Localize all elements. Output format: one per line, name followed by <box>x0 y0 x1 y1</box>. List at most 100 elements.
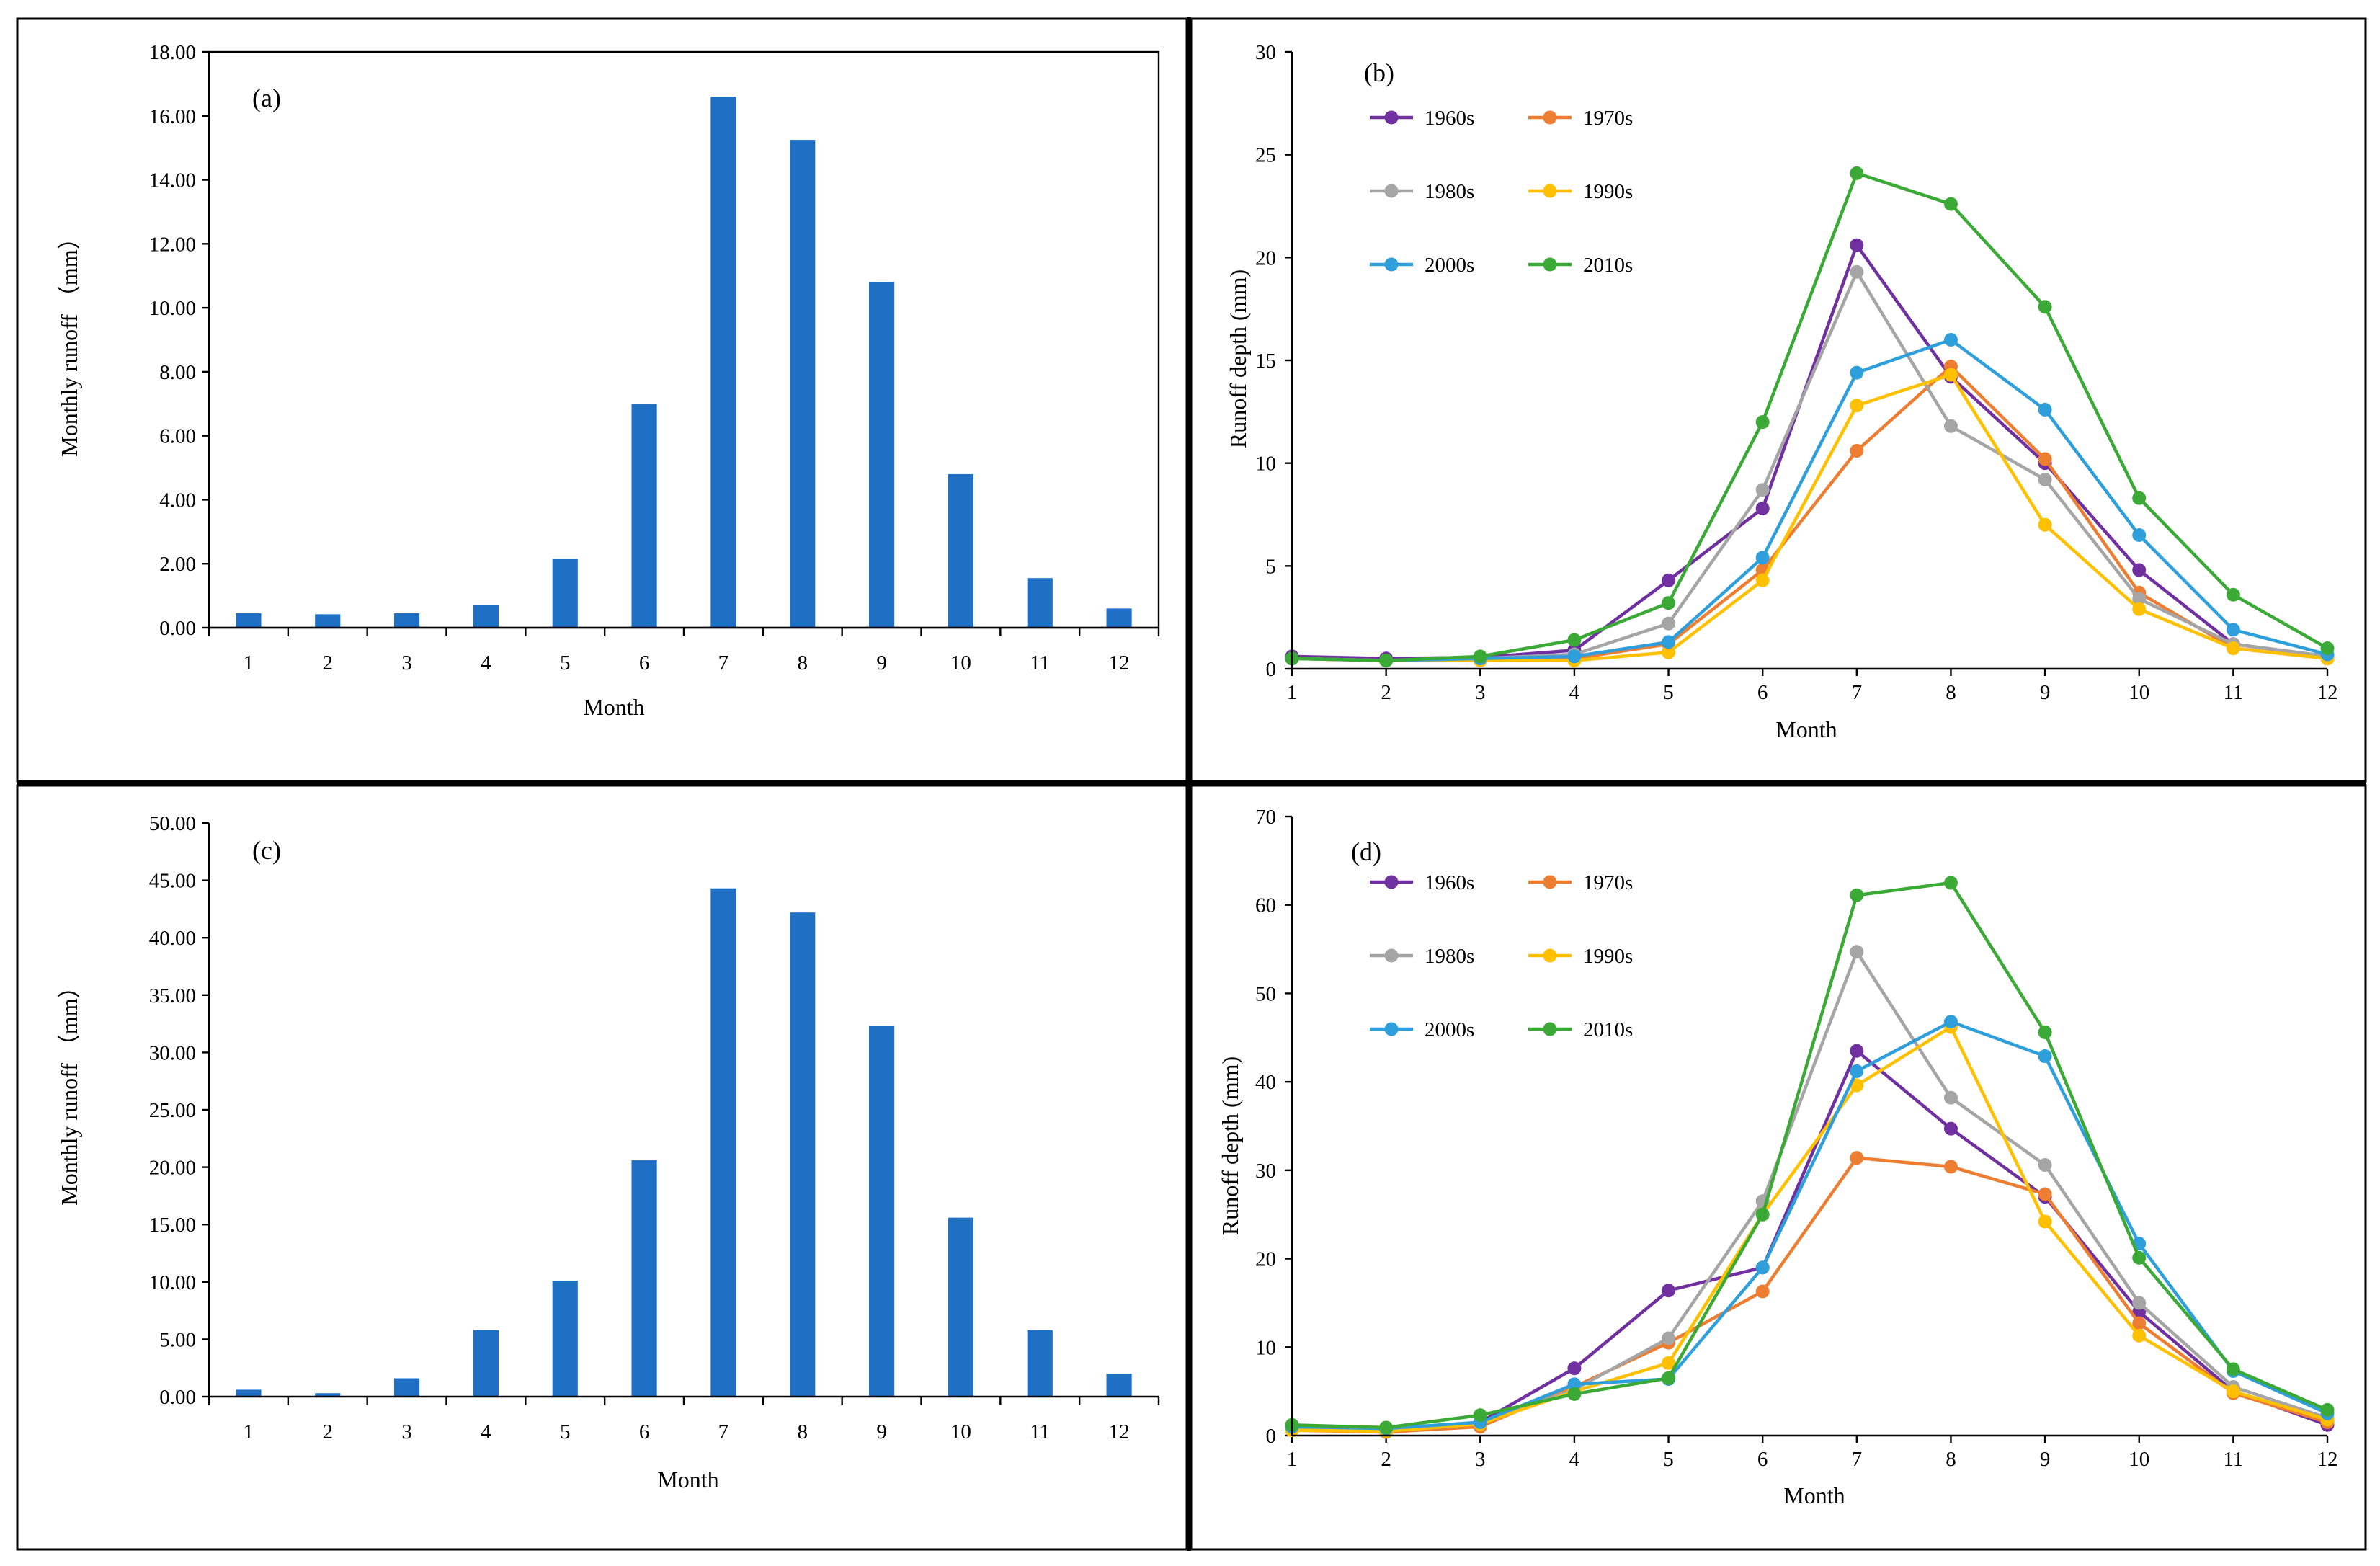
bars-group <box>236 888 1132 1397</box>
point-1990s-month-6 <box>1755 573 1770 587</box>
x-tick-label: 9 <box>2040 681 2051 704</box>
point-2010s-month-11 <box>2226 1362 2240 1376</box>
point-1990s-month-10 <box>2132 602 2147 616</box>
bar-month-7 <box>710 97 736 628</box>
bar-month-6 <box>631 404 657 628</box>
panel-label: (a) <box>252 84 281 112</box>
legend-item-1980s: 1980s <box>1370 945 1474 968</box>
x-tick-label: 8 <box>798 651 808 675</box>
legend-marker <box>1384 110 1399 125</box>
x-tick-label: 8 <box>1946 1448 1956 1471</box>
legend-marker <box>1543 257 1557 272</box>
x-tick-label: 8 <box>798 1420 808 1443</box>
y-tick-label: 30.00 <box>149 1041 196 1064</box>
bar-month-12 <box>1106 1374 1132 1397</box>
y-tick-label: 4.00 <box>159 489 196 512</box>
x-tick-label: 9 <box>876 651 887 675</box>
point-1980s-month-6 <box>1755 483 1770 497</box>
point-1960s-month-5 <box>1662 1284 1676 1298</box>
x-tick-labels: 1 2 3 4 5 6 7 8 9 10 11 12 <box>208 1397 1160 1443</box>
y-axis-title: Monthly runoff （mm） <box>56 975 82 1205</box>
point-1960s-month-5 <box>1662 573 1676 587</box>
x-tick-label: 6 <box>639 1420 650 1443</box>
point-1960s-month-7 <box>1850 1044 1864 1058</box>
y-tick-label: 10 <box>1255 453 1276 476</box>
legend-label: 1990s <box>1583 945 1633 968</box>
point-2010s-month-12 <box>2320 1402 2335 1417</box>
x-tick-label: 10 <box>950 651 971 675</box>
series-line-1990s <box>1291 373 2328 662</box>
legend-marker <box>1384 257 1399 272</box>
point-1960s-month-7 <box>1850 238 1864 252</box>
y-tick-labels: 0.00 5.00 10.00 15.00 20.00 25.00 30.00 35.00 40… <box>149 812 209 1409</box>
legend-item-2000s: 2000s <box>1370 254 1474 277</box>
legend-label: 1960s <box>1425 107 1474 130</box>
point-2010s-month-10 <box>2132 491 2147 505</box>
x-tick-label: 12 <box>1109 651 1130 675</box>
point-2010s-month-5 <box>1662 596 1676 610</box>
x-tick-label: 1 <box>1287 681 1298 704</box>
y-tick-label: 15.00 <box>149 1214 196 1237</box>
legend-item-2010s: 2010s <box>1528 1018 1633 1041</box>
y-tick-label: 0 <box>1266 1425 1277 1448</box>
y-axis-title: Runoff depth (mm) <box>1225 270 1251 448</box>
point-2000s-month-9 <box>2038 402 2052 417</box>
y-tick-label: 35.00 <box>149 984 196 1007</box>
point-2000s-month-4 <box>1567 649 1582 664</box>
legend-label: 2010s <box>1583 1018 1633 1041</box>
series-lines <box>1285 876 2335 1439</box>
y-tick-label: 2.00 <box>159 553 196 576</box>
point-1970s-month-7 <box>1850 1151 1864 1165</box>
y-tick-label: 25.00 <box>149 1099 196 1122</box>
panel-label: (c) <box>252 836 281 865</box>
point-1990s-month-11 <box>2226 641 2240 655</box>
y-tick-label: 16.00 <box>149 105 196 128</box>
legend-marker <box>1543 1022 1557 1036</box>
y-tick-label: 8.00 <box>159 361 196 384</box>
point-2000s-month-11 <box>2226 623 2240 637</box>
y-tick-label: 0.00 <box>159 1386 196 1409</box>
y-axis-title: Runoff depth (mm) <box>1217 1056 1243 1235</box>
legend-label: 1970s <box>1583 871 1633 894</box>
point-2010s-month-7 <box>1850 888 1864 902</box>
point-1970s-month-9 <box>2038 452 2052 466</box>
panel-label: (d) <box>1351 837 1381 866</box>
bar-month-12 <box>1106 608 1132 628</box>
point-1990s-month-9 <box>2038 1214 2052 1229</box>
y-tick-labels: 0 5 10 15 20 25 30 <box>1255 41 1292 681</box>
bar-month-11 <box>1027 1330 1053 1397</box>
point-2010s-month-4 <box>1567 633 1582 647</box>
point-1980s-month-7 <box>1850 945 1864 959</box>
point-2010s-month-8 <box>1943 197 1958 211</box>
bar-month-10 <box>948 1217 973 1397</box>
legend-marker <box>1543 875 1557 889</box>
y-tick-label: 10 <box>1255 1336 1276 1359</box>
x-tick-label: 12 <box>2317 681 2338 704</box>
point-1980s-month-9 <box>2038 472 2052 486</box>
y-tick-labels: 0.00 2.00 4.00 6.00 8.00 10.00 12.00 14.00 16.00… <box>149 41 209 640</box>
point-2000s-month-7 <box>1850 1064 1864 1078</box>
x-tick-label: 3 <box>401 1420 412 1443</box>
point-2010s-month-9 <box>2038 300 2052 314</box>
x-tick-label: 2 <box>323 651 334 675</box>
bar-month-1 <box>236 613 262 628</box>
point-1980s-month-5 <box>1662 1331 1676 1345</box>
legend-item-1980s: 1980s <box>1370 180 1474 203</box>
legend-label: 2010s <box>1583 254 1633 277</box>
x-tick-label: 11 <box>2223 1448 2243 1471</box>
point-2010s-month-2 <box>1379 654 1394 668</box>
legend-item-1960s: 1960s <box>1370 107 1474 130</box>
series-1960s <box>1285 1044 2335 1438</box>
legend-label: 2000s <box>1425 254 1474 277</box>
series-1970s <box>1285 360 2335 668</box>
point-1970s-month-10 <box>2132 1316 2147 1330</box>
point-1980s-month-9 <box>2038 1157 2052 1172</box>
x-tick-label: 6 <box>1757 681 1768 704</box>
x-tick-label: 5 <box>560 1420 571 1443</box>
x-axis-title: Month <box>657 1467 718 1492</box>
legend-marker <box>1384 948 1399 963</box>
series-line-1990s <box>1291 1025 2328 1433</box>
point-2010s-month-3 <box>1473 649 1487 664</box>
x-tick-label: 11 <box>2223 681 2243 704</box>
